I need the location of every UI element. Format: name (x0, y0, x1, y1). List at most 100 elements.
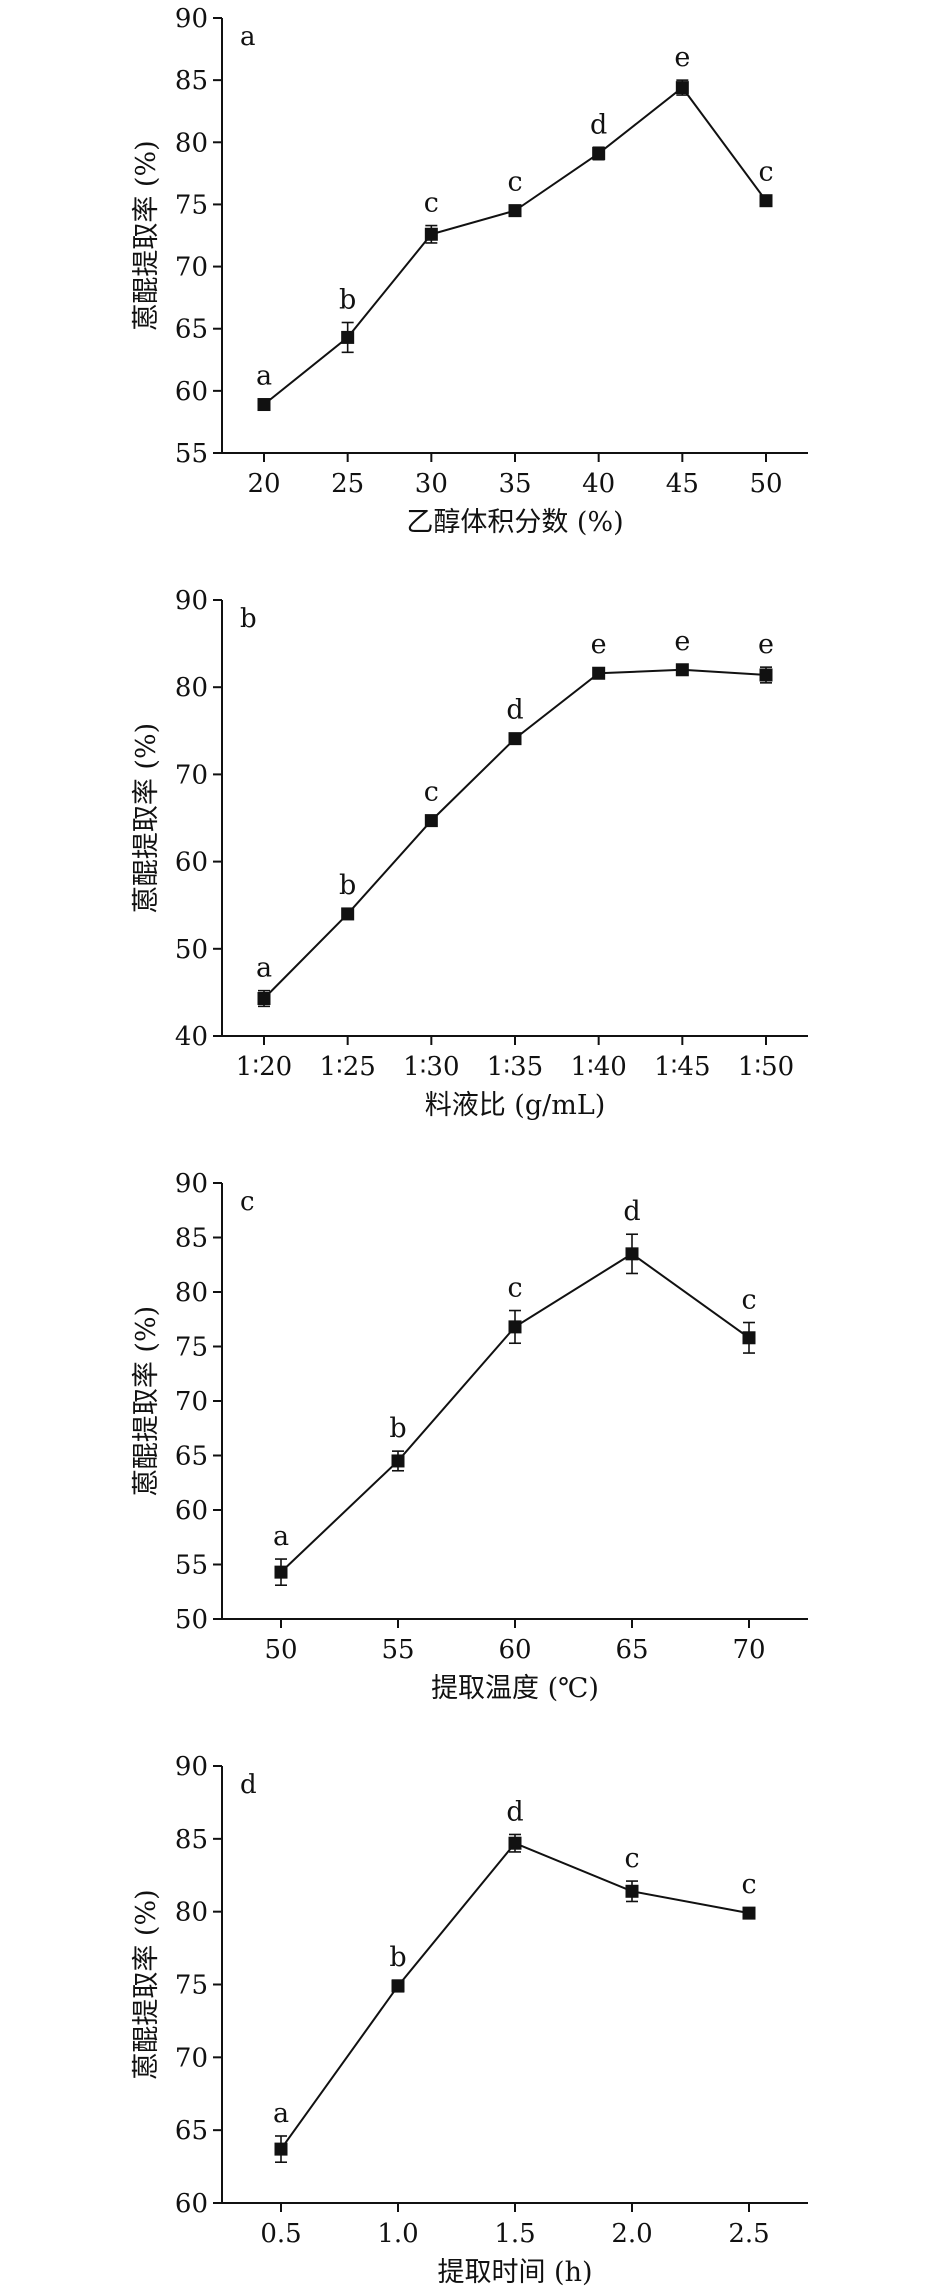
x-tick-label: 50 (264, 1635, 297, 1665)
data-point (341, 330, 355, 344)
y-tick-label: 75 (175, 190, 208, 220)
significance-label: b (389, 1413, 406, 1444)
x-tick-label: 55 (381, 1635, 414, 1665)
significance-label: d (506, 1796, 523, 1827)
y-tick-label: 60 (175, 848, 208, 878)
significance-label: c (424, 777, 439, 808)
x-axis-title: 提取温度 (℃) (431, 1673, 599, 1704)
y-axis-title: 蒽醌提取率 (%) (131, 1889, 162, 2079)
significance-label: c (624, 1843, 639, 1874)
data-point (742, 1331, 756, 1345)
data-point (424, 227, 438, 241)
significance-label: e (591, 629, 607, 660)
data-point (274, 2142, 288, 2156)
y-tick-label: 80 (175, 673, 208, 703)
y-tick-label: 40 (175, 1022, 208, 1052)
y-tick-label: 65 (175, 2116, 208, 2146)
series-line (263, 86, 767, 406)
data-point (508, 204, 522, 218)
y-tick-label: 80 (175, 128, 208, 158)
data-point (341, 907, 355, 921)
significance-label: e (758, 629, 774, 660)
x-tick-label: 1.0 (377, 2219, 418, 2249)
x-tick-label: 25 (331, 469, 364, 499)
series-line (280, 1841, 750, 2150)
y-tick-label: 60 (175, 1496, 208, 1526)
data-point (508, 1836, 522, 1850)
x-tick-label: 70 (732, 1635, 765, 1665)
significance-label: a (273, 1521, 289, 1552)
x-axis-title: 提取时间 (h) (437, 2257, 592, 2288)
data-point (391, 1979, 405, 1993)
x-tick-label: 50 (749, 469, 782, 499)
x-tick-label: 20 (247, 469, 280, 499)
x-tick-label: 2.5 (728, 2219, 769, 2249)
x-tick-label: 1.5 (494, 2219, 535, 2249)
y-axis-title: 蒽醌提取率 (%) (131, 1306, 162, 1496)
significance-label: c (424, 188, 439, 219)
y-tick-label: 85 (175, 1224, 208, 1254)
data-point (424, 814, 438, 828)
significance-label: d (623, 1196, 640, 1227)
data-point (508, 1320, 522, 1334)
x-tick-label: 2.0 (611, 2219, 652, 2249)
significance-label: b (339, 870, 356, 901)
significance-label: a (256, 953, 272, 984)
significance-label: a (256, 361, 272, 392)
x-tick-label: 1∶20 (236, 1052, 292, 1082)
panel-label: c (240, 1187, 255, 1217)
data-point (675, 81, 689, 95)
significance-label: b (389, 1942, 406, 1973)
data-point (391, 1454, 405, 1468)
panel-label: d (240, 1770, 257, 1800)
significance-label: e (674, 42, 690, 73)
data-point (675, 663, 689, 677)
data-point (257, 398, 271, 412)
y-tick-label: 60 (175, 2189, 208, 2219)
panel-label: a (240, 22, 256, 52)
x-tick-label: 40 (582, 469, 615, 499)
x-tick-label: 1∶45 (654, 1052, 710, 1082)
data-point (274, 1565, 288, 1579)
y-tick-label: 55 (175, 439, 208, 469)
chart-panel-a: 55 60 65 70 75 80 85 90 20 25 30 35 40 45 50 乙醇体积分数 (%)… (131, 4, 808, 538)
significance-label: e (674, 626, 690, 657)
y-tick-label: 70 (175, 253, 208, 283)
x-tick-label: 65 (615, 1635, 648, 1665)
x-axis-title: 乙醇体积分数 (%) (406, 507, 623, 538)
y-tick-label: 80 (175, 1278, 208, 1308)
y-tick-label: 60 (175, 377, 208, 407)
y-tick-label: 70 (175, 1387, 208, 1417)
y-tick-label: 55 (175, 1551, 208, 1581)
y-tick-label: 50 (175, 935, 208, 965)
significance-label: c (507, 1273, 522, 1304)
x-tick-label: 35 (498, 469, 531, 499)
y-tick-label: 65 (175, 1442, 208, 1472)
x-tick-label: 1∶50 (738, 1052, 794, 1082)
data-point (625, 1884, 639, 1898)
significance-label: a (273, 2098, 289, 2129)
y-tick-label: 75 (175, 1333, 208, 1363)
data-point (592, 666, 606, 680)
y-tick-label: 65 (175, 315, 208, 345)
x-tick-label: 1∶30 (403, 1052, 459, 1082)
y-tick-label: 90 (175, 1169, 208, 1199)
significance-label: c (741, 1869, 756, 1900)
x-tick-label: 1∶40 (570, 1052, 626, 1082)
y-axis-title: 蒽醌提取率 (%) (131, 140, 162, 330)
y-tick-label: 50 (175, 1605, 208, 1635)
chart-panel-b: 40 50 60 70 80 90 1∶20 1∶25 1∶30 1∶35 1∶40 1∶45 1∶50… (131, 586, 808, 1121)
y-tick-label: 90 (175, 1752, 208, 1782)
x-tick-label: 30 (415, 469, 448, 499)
x-tick-label: 60 (498, 1635, 531, 1665)
panel-label: b (240, 604, 257, 634)
data-point (257, 992, 271, 1006)
y-tick-label: 85 (175, 66, 208, 96)
data-point (759, 194, 773, 208)
data-point (742, 1906, 756, 1920)
significance-label: d (506, 695, 523, 726)
significance-label: c (507, 167, 522, 198)
y-axis-title: 蒽醌提取率 (%) (131, 723, 162, 913)
y-tick-label: 90 (175, 586, 208, 616)
